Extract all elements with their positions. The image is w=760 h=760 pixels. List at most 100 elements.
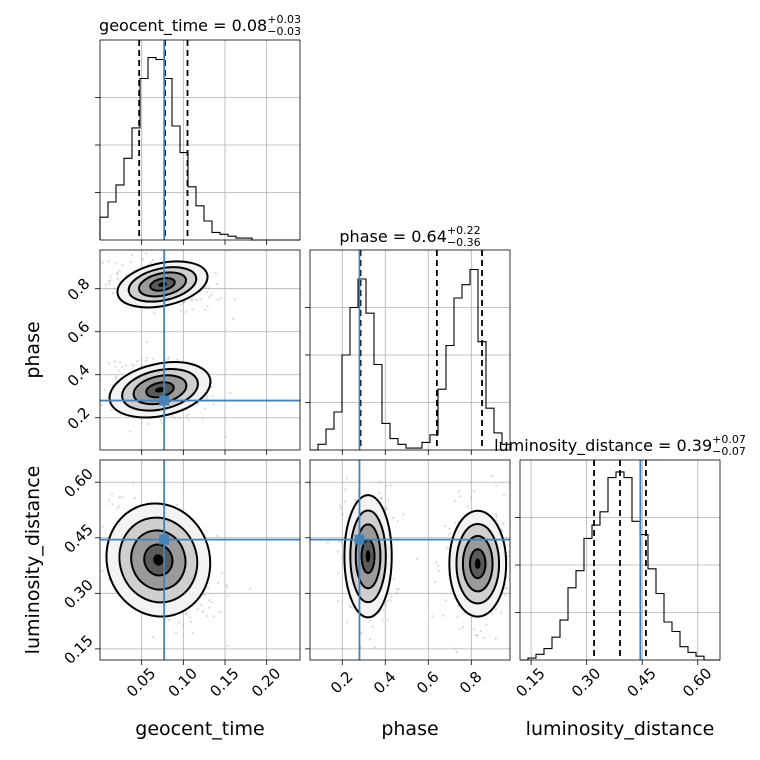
sample-point [207,287,210,290]
sample-point [346,621,349,624]
sample-point [456,650,459,654]
sample-point [224,435,227,439]
sample-point [101,261,105,264]
xlabel-phase: phase [381,718,438,740]
sample-point [472,628,476,631]
sample-point [203,593,206,597]
sample-point [380,497,383,500]
sample-point [188,616,191,619]
sample-point [129,260,133,264]
sample-point [340,557,344,560]
sample-point [128,430,132,433]
sample-point [94,380,96,382]
sample-point [233,298,236,301]
sample-point [368,638,372,641]
density-peak [154,387,166,393]
sample-point [151,635,155,639]
sample-point [220,571,223,575]
sample-point [402,513,405,516]
tick-label-y: 0.15 [61,631,97,667]
truth-marker [159,534,170,545]
sample-point [140,358,143,361]
histogram-luminosity_distance [520,471,720,661]
sample-point [117,369,121,373]
sample-point [502,493,506,496]
sample-point [208,606,211,609]
title-main: phase = 0.64 [339,227,446,246]
sample-point [385,507,389,510]
tick-label-x: 0.15 [512,664,548,700]
sample-point [171,414,174,418]
sample-point [396,520,400,523]
sample-point [118,496,121,499]
sample-point [373,646,377,649]
sample-point [96,524,98,526]
sample-point [103,388,107,392]
sample-point [232,317,235,320]
sample-point [371,625,375,628]
sample-point [436,564,440,568]
sample-point [206,304,209,308]
sample-point [348,605,352,608]
sample-point [93,412,95,414]
sample-point [107,260,110,263]
sample-point [458,627,462,631]
sample-point [470,496,473,499]
sample-point [191,298,194,301]
sample-point [210,385,213,389]
sample-point [111,292,115,295]
sample-point [110,492,114,495]
sample-point [216,581,220,585]
sample-point [472,490,476,493]
sample-point [114,365,117,368]
title-main: luminosity_distance = 0.39 [494,436,712,456]
sample-point [461,626,465,629]
sample-point [340,541,344,545]
panel-frame [309,249,511,451]
sample-point [216,298,219,301]
sample-point [191,631,194,635]
sample-point [178,416,182,420]
sample-point [442,614,445,617]
sample-point [76,360,78,362]
sample-point [207,599,211,602]
sample-point [116,272,119,276]
title-minus: −0.03 [267,25,301,38]
sample-point [435,561,438,564]
sample-point [457,490,461,493]
sample-point [199,298,202,301]
sample-point [167,356,171,359]
sample-point [118,361,122,364]
sample-point [226,594,230,598]
sample-point [386,599,389,603]
sample-point [144,359,148,363]
sample-point [97,379,99,381]
sample-point [108,282,111,286]
sample-point [116,277,120,281]
title-geocent-time: geocent_time = 0.08+0.03 −0.03 [99,13,301,38]
sample-point [210,293,213,297]
sample-point [205,614,209,618]
density-peak [153,554,164,566]
sample-point [183,300,186,303]
hist-panel-luminosity_distance: 0.15 0.30 0.45 0.60 [512,459,721,701]
sample-point [94,391,96,393]
sample-point [184,612,188,615]
sample-point [506,554,510,558]
xlabel-luminosity-distance: luminosity_distance [526,718,715,740]
sample-point [359,645,363,649]
sample-point [454,522,457,525]
sample-point [469,480,473,484]
sample-point [504,586,507,590]
sample-point [71,255,73,257]
sample-point [336,572,340,575]
panel-frame [99,459,301,661]
sample-point [387,498,390,501]
panel-phase-vs-luminosity_distance: 0.2 0.4 0.6 0.8 [305,459,511,697]
sample-point [199,603,203,607]
sample-point [140,364,144,367]
sample-point [196,608,199,611]
sample-point [433,580,437,584]
sample-point [378,480,381,484]
sample-point [437,569,441,573]
